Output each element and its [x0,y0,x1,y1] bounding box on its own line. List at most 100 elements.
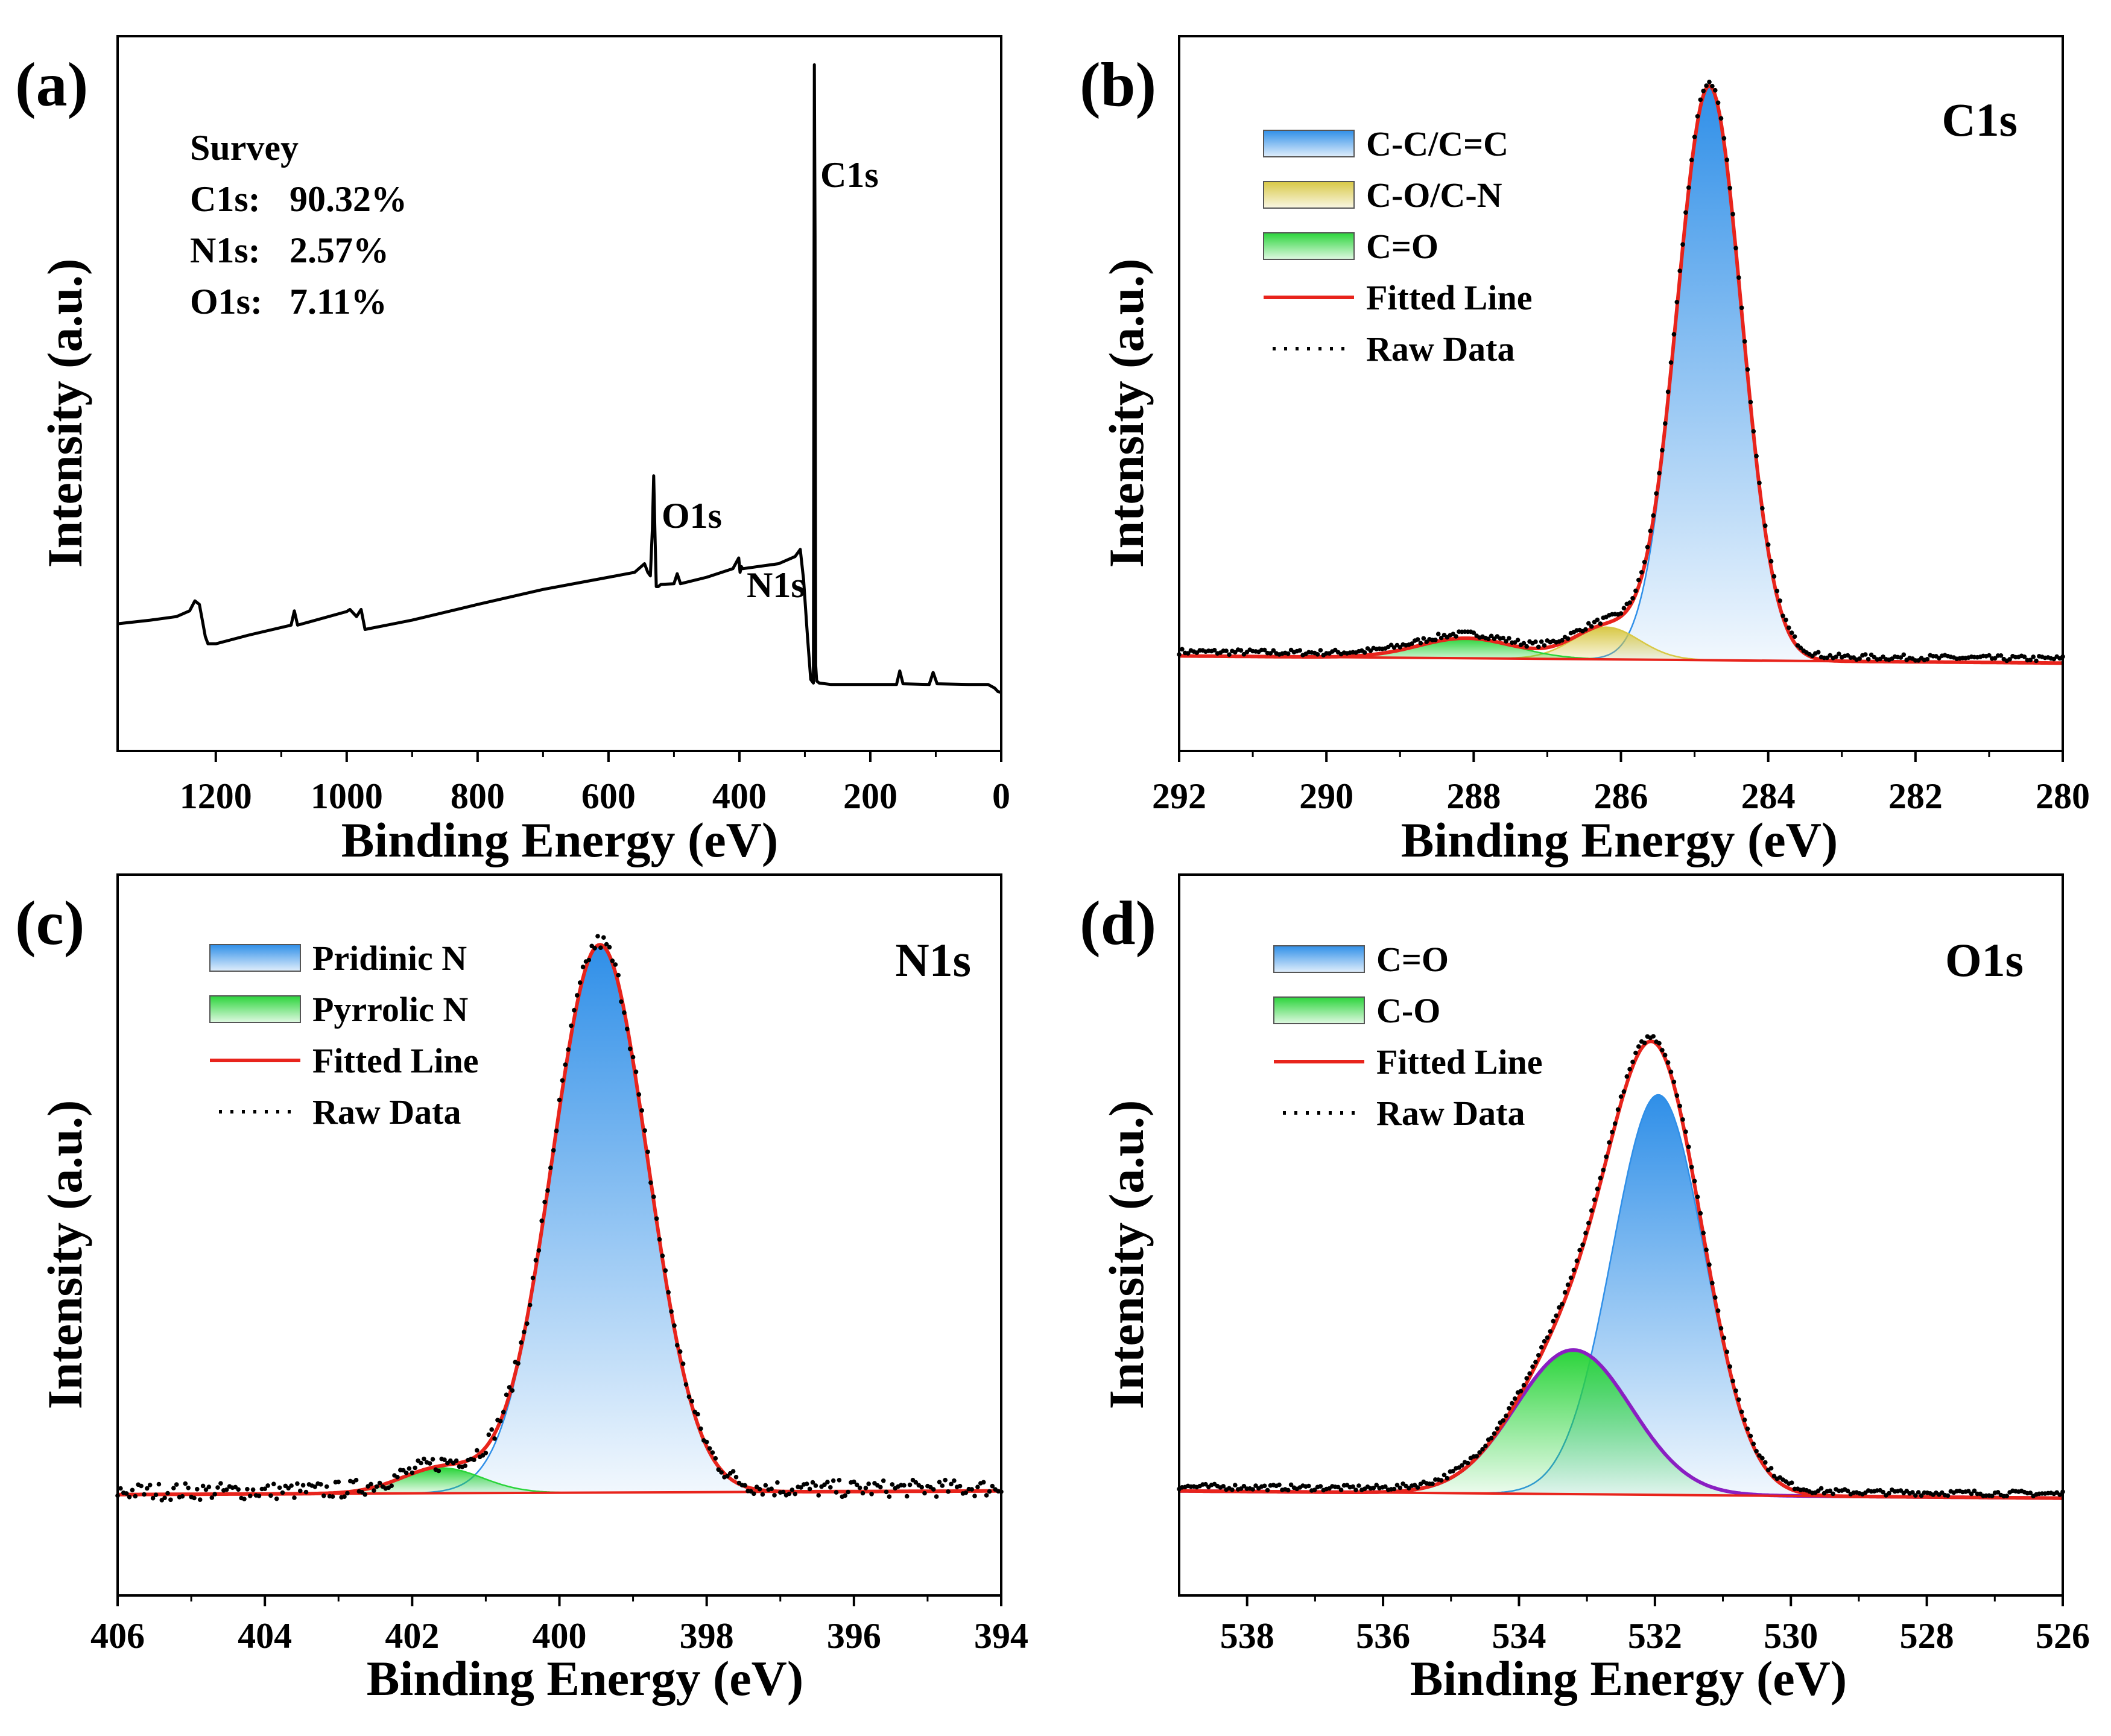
raw-data-point [180,1494,185,1499]
raw-data-point [742,1483,747,1488]
raw-data-point [342,1494,347,1499]
raw-data-point [1662,1053,1668,1057]
raw-data-point [2034,658,2039,664]
raw-data-point [1818,1486,1824,1491]
raw-data-point [1521,1383,1527,1388]
raw-data-point [256,1494,262,1498]
raw-data-point [536,1248,542,1253]
raw-data-point [1834,654,1838,659]
raw-data-point [551,1148,556,1153]
raw-data-point [171,1486,176,1490]
raw-data-point [248,1494,253,1498]
legend-label: Fitted Line [312,1041,478,1080]
component-fill-c-c-c-c [1179,86,2063,664]
raw-data-point [2031,654,2036,659]
raw-data-point [793,1491,797,1497]
raw-data-point [1966,1489,1971,1494]
raw-data-point [660,1253,665,1258]
raw-data-point [1757,480,1762,486]
panel-a-xtick-label: 600 [581,776,636,816]
raw-data-point [162,1495,167,1500]
raw-data-point [1863,652,1868,657]
raw-data-point [1335,1484,1341,1490]
panel-a-xtick-label: 800 [451,776,505,816]
raw-data-point [1633,1050,1638,1056]
raw-data-point [525,1321,530,1326]
raw-data-point [1881,1489,1885,1495]
raw-data-point [757,1486,762,1492]
raw-data-point [1604,1154,1609,1159]
raw-data-point [1910,1490,1915,1495]
raw-data-point [130,1487,135,1493]
composition-n1s-label: N1s: [190,230,261,270]
raw-data-point [1512,1396,1518,1401]
raw-data-point [984,1493,989,1498]
raw-data-point [672,1323,677,1328]
raw-data-point [1536,644,1541,650]
raw-data-point [586,957,592,963]
raw-data-point [1866,657,1871,662]
raw-data-point [1663,421,1668,426]
raw-data-point [1748,1433,1753,1439]
raw-data-point [763,1483,768,1488]
raw-data-point [1433,638,1438,642]
raw-data-point [1391,1486,1397,1492]
raw-data-point [1845,1488,1850,1494]
raw-data-point [804,1481,809,1486]
raw-data-point [1642,1041,1647,1045]
raw-data-point [330,1494,335,1499]
raw-data-point [1742,339,1747,344]
raw-data-point [557,1097,562,1103]
raw-data-point [990,1483,995,1489]
raw-data-point [1657,470,1662,476]
raw-data-point [645,1149,650,1155]
raw-data-point [1792,634,1797,639]
raw-data-point [1598,1176,1603,1180]
raw-data-point [937,1480,942,1484]
raw-data-point [963,1490,969,1495]
legend-swatch [1263,181,1355,209]
raw-data-point [1627,600,1632,605]
raw-data-point [878,1484,883,1490]
raw-data-point [710,1450,715,1455]
raw-data-point [1421,636,1426,641]
raw-data-point [843,1493,847,1498]
raw-data-point [1925,657,1930,662]
raw-data-point [799,1485,803,1490]
raw-data-point [1780,613,1785,618]
component-fill-c-o-c-n [1179,627,2063,664]
raw-data-point [1539,1345,1544,1350]
raw-data-point [1418,641,1423,645]
raw-data-point [639,1108,644,1113]
raw-data-point [810,1480,815,1485]
raw-data-point [1394,1483,1400,1487]
panel-d-xlabel: Binding Energy (eV) [1410,1651,1847,1706]
raw-data-point [1250,1487,1255,1492]
raw-data-point [1383,1484,1388,1489]
raw-data-point [212,1492,217,1497]
raw-data-point [1618,611,1624,616]
raw-data-point [881,1478,886,1483]
raw-data-point [1651,513,1656,518]
raw-data-point [563,1062,568,1067]
raw-data-point [400,1468,406,1473]
raw-data-point [1671,332,1677,337]
raw-data-point [192,1495,197,1501]
raw-data-point [1713,1295,1718,1300]
panel-d-xtick-label: 526 [2036,1616,2090,1656]
raw-data-point [277,1485,282,1490]
raw-data-point [1680,1117,1685,1122]
composition-o1s-label: O1s: [190,282,262,322]
panel-b-xtick-label: 280 [2036,776,2090,816]
raw-data-point [981,1480,986,1485]
raw-data-point [1415,1485,1420,1490]
raw-data-point [1583,1231,1588,1235]
raw-data-point [1306,1483,1311,1489]
raw-data-point [1568,1275,1574,1281]
raw-data-point [1636,1044,1641,1049]
raw-data-point [454,1458,459,1463]
raw-data-point [1969,1491,1974,1497]
raw-data-point [1665,1060,1671,1065]
raw-data-point [1698,97,1703,103]
raw-data-point [318,1482,323,1487]
